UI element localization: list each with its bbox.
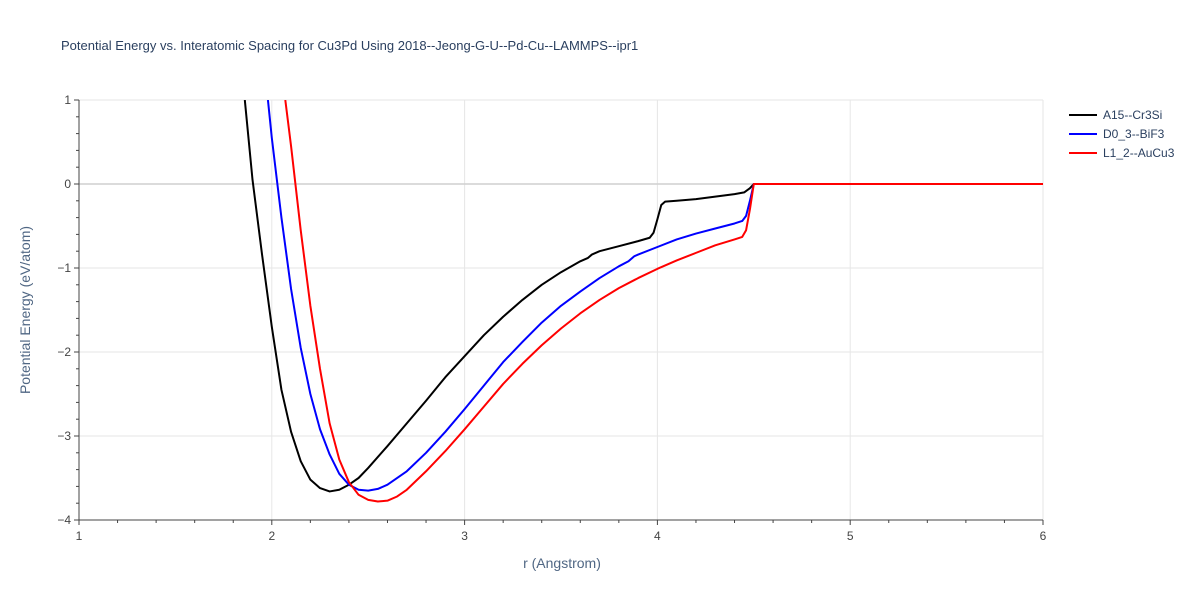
legend[interactable]: A15--Cr3Si D0_3--BiF3 L1_2--AuCu3: [1069, 108, 1175, 160]
y-tick-label: 1: [64, 93, 71, 107]
y-tick-label: 0: [64, 177, 71, 191]
legend-label: D0_3--BiF3: [1103, 127, 1165, 141]
y-tick-label: −2: [57, 345, 71, 359]
series-line-3: [284, 100, 1043, 503]
series-layer: [243, 100, 1043, 503]
legend-label: L1_2--AuCu3: [1103, 146, 1175, 160]
legend-item[interactable]: D0_3--BiF3: [1069, 127, 1165, 141]
chart-title: Potential Energy vs. Interatomic Spacing…: [61, 38, 638, 53]
axes-layer: 1 2 3 4 5 6 1 0 −1 −2 −3 −4: [57, 93, 1046, 543]
x-tick-label: 2: [268, 529, 275, 543]
series-line-1: [243, 100, 1043, 493]
legend-label: A15--Cr3Si: [1103, 108, 1162, 122]
x-tick-label: 6: [1040, 529, 1047, 543]
y-axis-title: Potential Energy (eV/atom): [17, 226, 33, 394]
y-tick-label: −3: [57, 429, 71, 443]
x-tick-label: 5: [847, 529, 854, 543]
y-tick-label: −1: [57, 261, 71, 275]
legend-item[interactable]: L1_2--AuCu3: [1069, 146, 1175, 160]
x-tick-label: 3: [461, 529, 468, 543]
y-tick-label: −4: [57, 513, 71, 527]
legend-item[interactable]: A15--Cr3Si: [1069, 108, 1162, 122]
series-line-2: [266, 100, 1043, 492]
x-tick-label: 4: [654, 529, 661, 543]
x-tick-label: 1: [76, 529, 83, 543]
x-axis-title: r (Angstrom): [523, 555, 601, 571]
